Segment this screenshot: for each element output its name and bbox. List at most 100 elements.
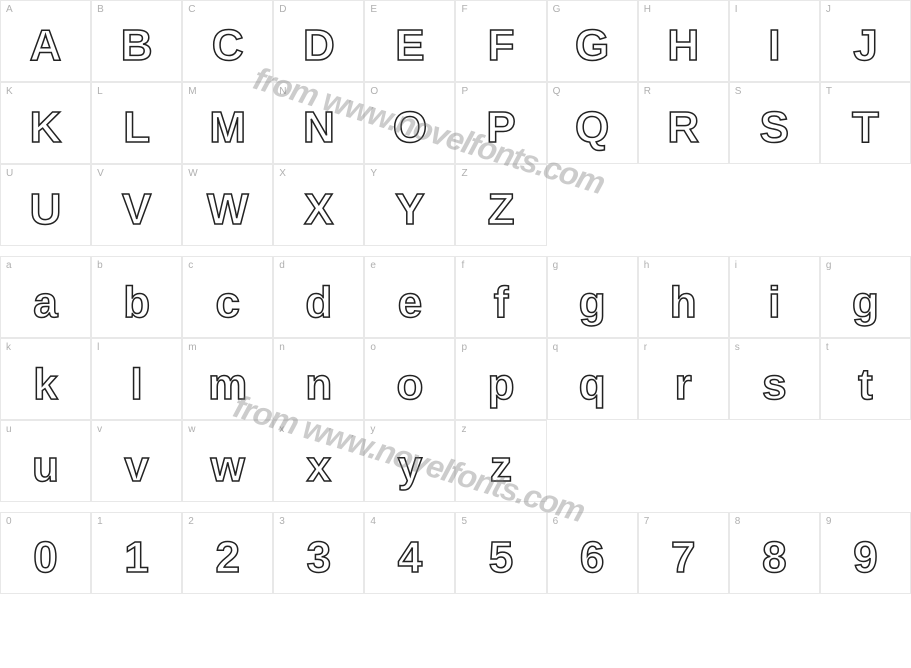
glyph-cell: ZZ <box>455 164 546 246</box>
glyph-cell: vv <box>91 420 182 502</box>
key-label: t <box>826 342 829 353</box>
glyph-cell: SS <box>729 82 820 164</box>
empty-cell <box>638 420 729 502</box>
glyph: I <box>768 21 780 71</box>
glyph: G <box>575 21 609 71</box>
glyph: T <box>852 103 879 153</box>
key-label: m <box>188 342 196 353</box>
glyph: l <box>131 360 143 410</box>
key-label: E <box>370 4 377 15</box>
key-label: o <box>370 342 376 353</box>
key-label: z <box>461 424 466 435</box>
glyph: v <box>124 442 148 492</box>
glyph-cell: NN <box>273 82 364 164</box>
glyph-cell: UU <box>0 164 91 246</box>
glyph-cell: uu <box>0 420 91 502</box>
glyph-cell: WW <box>182 164 273 246</box>
key-label: g <box>553 260 559 271</box>
key-label: P <box>461 86 468 97</box>
lowercase-grid: aabbccddeeffgghhiiggkkllmmnnooppqqrrsstt… <box>0 256 911 502</box>
key-label: Z <box>461 168 467 179</box>
key-label: U <box>6 168 13 179</box>
glyph: Z <box>488 185 515 235</box>
key-label: w <box>188 424 195 435</box>
key-label: g <box>826 260 832 271</box>
glyph-cell: 66 <box>547 512 638 594</box>
glyph: o <box>396 360 423 410</box>
glyph: w <box>211 442 245 492</box>
glyph-cell: hh <box>638 256 729 338</box>
empty-cell <box>638 164 729 246</box>
glyph: s <box>762 360 786 410</box>
glyph-cell: 11 <box>91 512 182 594</box>
key-label: u <box>6 424 12 435</box>
gap <box>0 246 911 256</box>
glyph: W <box>207 185 249 235</box>
glyph: h <box>670 278 697 328</box>
key-label: p <box>461 342 467 353</box>
glyph: e <box>398 278 422 328</box>
key-label: O <box>370 86 378 97</box>
glyph-cell: zz <box>455 420 546 502</box>
glyph-cell: nn <box>273 338 364 420</box>
glyph: y <box>398 442 422 492</box>
key-label: f <box>461 260 464 271</box>
glyph: 8 <box>762 533 786 583</box>
key-label: 1 <box>97 516 103 527</box>
key-label: C <box>188 4 195 15</box>
key-label: F <box>461 4 467 15</box>
glyph: O <box>393 103 427 153</box>
key-label: b <box>97 260 103 271</box>
key-label: M <box>188 86 196 97</box>
glyph: 4 <box>398 533 422 583</box>
glyph-cell: bb <box>91 256 182 338</box>
glyph: V <box>122 185 151 235</box>
glyph: K <box>30 103 62 153</box>
glyph-cell: 88 <box>729 512 820 594</box>
uppercase-grid: AABBCCDDEEFFGGHHIIJJKKLLMMNNOOPPQQRRSSTT… <box>0 0 911 246</box>
glyph: Y <box>395 185 424 235</box>
key-label: 5 <box>461 516 467 527</box>
glyph: 7 <box>671 533 695 583</box>
glyph-cell: MM <box>182 82 273 164</box>
empty-cell <box>820 164 911 246</box>
glyph-cell: oo <box>364 338 455 420</box>
key-label: 4 <box>370 516 376 527</box>
glyph: C <box>212 21 244 71</box>
key-label: B <box>97 4 104 15</box>
glyph-cell: 55 <box>455 512 546 594</box>
glyph-cell: rr <box>638 338 729 420</box>
key-label: i <box>735 260 737 271</box>
glyph-cell: 00 <box>0 512 91 594</box>
glyph-cell: dd <box>273 256 364 338</box>
key-label: 2 <box>188 516 194 527</box>
glyph: A <box>30 21 62 71</box>
glyph-cell: qq <box>547 338 638 420</box>
glyph-cell: cc <box>182 256 273 338</box>
glyph-cell: ll <box>91 338 182 420</box>
key-label: c <box>188 260 193 271</box>
glyph: p <box>488 360 515 410</box>
glyph: 0 <box>33 533 57 583</box>
glyph-cell: TT <box>820 82 911 164</box>
glyph-cell: XX <box>273 164 364 246</box>
glyph: g <box>852 278 879 328</box>
glyph: F <box>488 21 515 71</box>
glyph-cell: ww <box>182 420 273 502</box>
key-label: Y <box>370 168 377 179</box>
key-label: N <box>279 86 286 97</box>
glyph-cell: II <box>729 0 820 82</box>
glyph: k <box>33 360 57 410</box>
glyph-cell: pp <box>455 338 546 420</box>
glyph-cell: DD <box>273 0 364 82</box>
glyph-cell: 22 <box>182 512 273 594</box>
key-label: 0 <box>6 516 12 527</box>
key-label: G <box>553 4 561 15</box>
key-label: X <box>279 168 286 179</box>
glyph: f <box>494 278 509 328</box>
key-label: 6 <box>553 516 559 527</box>
glyph-cell: aa <box>0 256 91 338</box>
key-label: e <box>370 260 376 271</box>
gap <box>0 502 911 512</box>
key-label: x <box>279 424 284 435</box>
